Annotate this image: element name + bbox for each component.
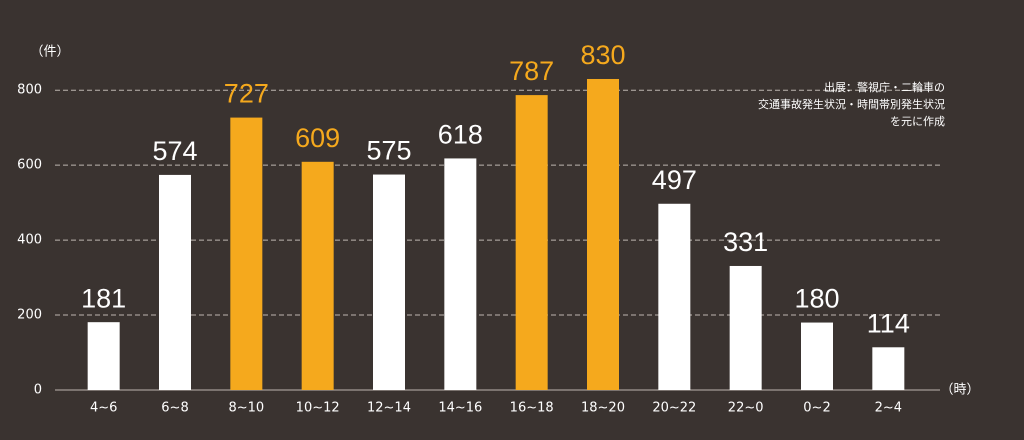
value-label: 618 bbox=[438, 120, 483, 150]
bar bbox=[587, 78, 619, 391]
source-note: 出展：警視庁・二輪車の bbox=[824, 80, 945, 94]
x-tick-label: 6~8 bbox=[161, 401, 188, 416]
y-tick-label: 800 bbox=[17, 83, 42, 98]
x-tick-label: 10~12 bbox=[296, 401, 340, 416]
bar bbox=[515, 95, 548, 391]
value-label: 331 bbox=[723, 227, 768, 257]
x-unit: （時） bbox=[940, 383, 979, 398]
value-label: 180 bbox=[794, 284, 839, 314]
bar bbox=[87, 322, 120, 390]
value-label: 114 bbox=[867, 308, 910, 338]
bar bbox=[159, 174, 191, 390]
value-label: 830 bbox=[580, 40, 625, 70]
value-label: 574 bbox=[152, 136, 197, 166]
value-label: 727 bbox=[224, 79, 269, 109]
x-tick-label: 18~20 bbox=[581, 401, 625, 416]
source-note: を元に作成 bbox=[890, 115, 945, 128]
bar bbox=[658, 203, 691, 390]
x-tick-label: 22~0 bbox=[728, 401, 764, 416]
bar bbox=[230, 117, 263, 390]
value-label: 609 bbox=[295, 123, 340, 153]
x-tick-label: 4~6 bbox=[90, 401, 117, 416]
y-tick-label: 200 bbox=[17, 308, 42, 323]
x-tick-label: 16~18 bbox=[510, 401, 554, 416]
value-label: 181 bbox=[81, 283, 126, 313]
value-label: 787 bbox=[509, 56, 554, 86]
x-tick-label: 8~10 bbox=[228, 401, 264, 416]
x-tick-label: 0~2 bbox=[803, 401, 830, 416]
x-tick-label: 12~14 bbox=[367, 401, 411, 416]
bar bbox=[801, 322, 833, 390]
y-tick-label: 600 bbox=[17, 158, 42, 173]
bar bbox=[444, 158, 477, 390]
y-unit: （件） bbox=[30, 45, 69, 60]
value-label: 497 bbox=[652, 165, 697, 195]
x-tick-label: 14~16 bbox=[438, 401, 482, 416]
source-note: 交通事故発生状況・時間帯別発生状況 bbox=[758, 97, 945, 111]
x-tick-label: 2~4 bbox=[875, 401, 902, 416]
bar bbox=[729, 265, 762, 390]
y-tick-label: 0 bbox=[34, 383, 42, 398]
value-label: 575 bbox=[366, 136, 411, 166]
bar bbox=[373, 174, 405, 390]
bar bbox=[872, 347, 905, 390]
y-tick-label: 400 bbox=[17, 233, 42, 248]
bar bbox=[301, 161, 334, 390]
x-tick-label: 20~22 bbox=[652, 401, 696, 416]
